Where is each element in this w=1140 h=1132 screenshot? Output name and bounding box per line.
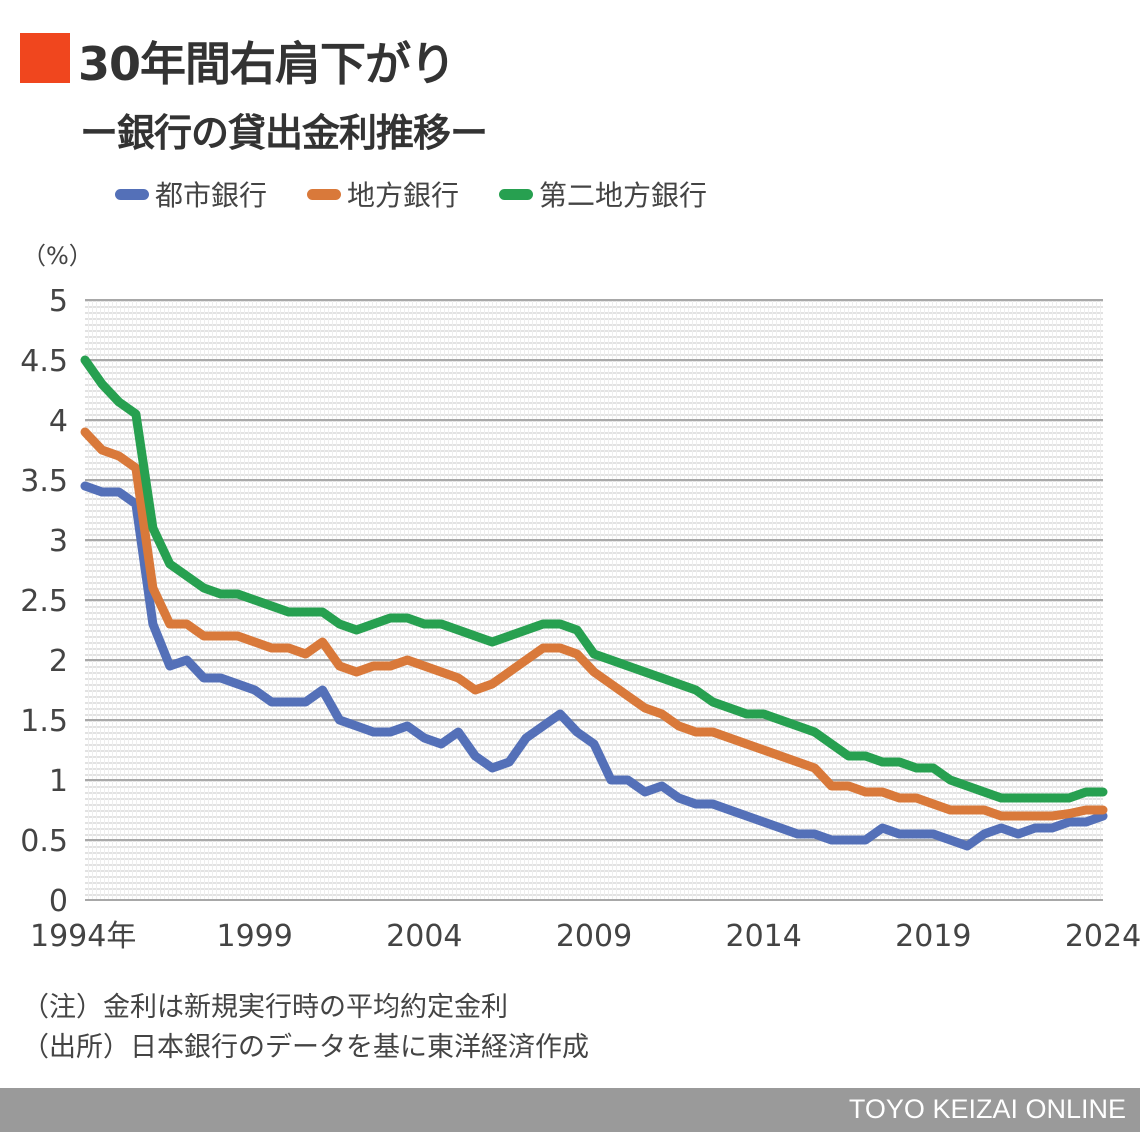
legend-item-regional-banks: 地方銀行 [307,174,459,214]
y-tick-label: 1 [49,764,68,799]
title-accent-block [20,33,70,83]
x-tick-label: 1994年 [30,919,136,954]
y-tick-label: 0.5 [20,824,68,859]
y-tick-label: 2.5 [20,584,68,619]
legend-swatch [499,188,534,200]
chart-title: 30年間右肩下がり [78,37,456,91]
y-tick-label: 4.5 [20,344,68,379]
y-axis-unit: （%） [22,242,93,270]
footer-bar: TOYO KEIZAI ONLINE [0,1088,1140,1132]
legend-item-second-regional-banks: 第二地方銀行 [499,174,707,214]
x-tick-label: 2004 [386,919,462,954]
y-tick-label: 2 [49,644,68,679]
y-tick-label: 3 [49,524,68,559]
series-line-1 [80,427,1108,821]
legend-swatch [307,188,342,200]
series-line-2 [80,355,1108,803]
brand-label: TOYO KEIZAI ONLINE [848,1094,1126,1124]
y-tick-label: 0 [49,884,68,919]
x-tick-label: 2024 [1065,919,1140,954]
source-line: （出所）日本銀行のデータを基に東洋経済作成 [22,1032,589,1063]
legend-label: 第二地方銀行 [539,179,708,212]
note-line: （注）金利は新規実行時の平均約定金利 [22,992,508,1023]
line-chart: 0 0.5 1 1.5 2 2.5 3 3.5 4 4.5 5 1994年 1999 2004 2009 20… [20,284,1140,954]
legend: 都市銀行 地方銀行 第二地方銀行 [115,174,707,214]
y-tick-label: 1.5 [20,704,68,739]
legend-label: 都市銀行 [155,179,268,212]
y-tick-label: 5 [49,284,68,319]
series-line-0 [80,481,1108,851]
chart-subtitle: ー銀行の貸出金利推移ー [80,111,488,155]
x-tick-label: 2019 [895,919,971,954]
x-tick-label: 2009 [556,919,632,954]
y-tick-label: 3.5 [20,464,68,499]
y-tick-label: 4 [49,404,68,439]
legend-item-city-banks: 都市銀行 [115,174,267,214]
x-tick-label: 2014 [725,919,801,954]
notes: （注）金利は新規実行時の平均約定金利 （出所）日本銀行のデータを基に東洋経済作成 [22,988,589,1068]
x-tick-label: 1999 [216,919,292,954]
legend-label: 地方銀行 [347,179,460,212]
legend-swatch [115,188,149,200]
